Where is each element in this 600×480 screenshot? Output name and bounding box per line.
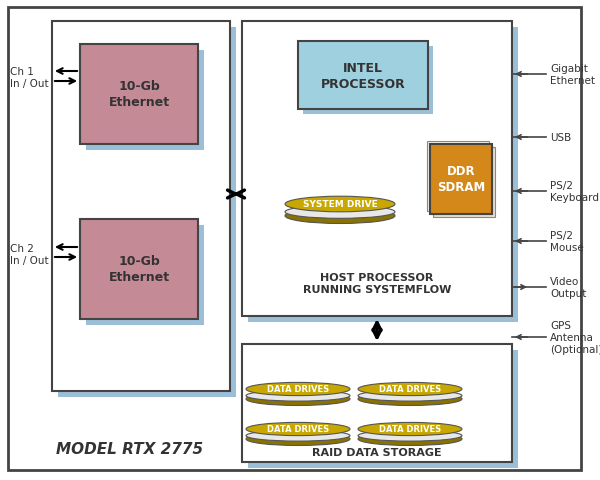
Text: DATA DRIVES: DATA DRIVES — [267, 425, 329, 433]
Ellipse shape — [285, 197, 395, 212]
Text: HOST PROCESSOR
RUNNING SYSTEMFLOW: HOST PROCESSOR RUNNING SYSTEMFLOW — [303, 273, 451, 294]
Text: 10-Gb
Ethernet: 10-Gb Ethernet — [109, 255, 170, 284]
Bar — [430, 144, 492, 215]
Bar — [248, 350, 518, 468]
Ellipse shape — [358, 383, 462, 396]
Text: GPS
Antenna
(Optional): GPS Antenna (Optional) — [550, 321, 600, 354]
Bar — [433, 148, 495, 217]
Ellipse shape — [246, 393, 350, 406]
Ellipse shape — [285, 206, 395, 219]
Bar — [303, 47, 433, 115]
Bar — [242, 344, 512, 462]
Text: DDR
SDRAM: DDR SDRAM — [437, 165, 485, 194]
Bar — [86, 226, 204, 325]
Text: 10-Gb
Ethernet: 10-Gb Ethernet — [109, 80, 170, 109]
Bar — [298, 42, 428, 110]
Text: USB: USB — [550, 133, 571, 143]
Ellipse shape — [358, 422, 462, 436]
Ellipse shape — [358, 432, 462, 445]
Bar — [80, 45, 198, 144]
Ellipse shape — [358, 393, 462, 406]
Text: SYSTEM DRIVE: SYSTEM DRIVE — [302, 200, 377, 209]
Ellipse shape — [246, 383, 350, 396]
Ellipse shape — [358, 430, 462, 441]
Bar — [86, 51, 204, 151]
Ellipse shape — [246, 430, 350, 441]
Text: DATA DRIVES: DATA DRIVES — [379, 425, 441, 433]
Text: PS/2
Keyboard: PS/2 Keyboard — [550, 181, 599, 203]
Bar — [242, 22, 512, 316]
Ellipse shape — [358, 390, 462, 401]
Text: PS/2
Mouse: PS/2 Mouse — [550, 231, 584, 252]
Bar — [52, 22, 230, 391]
Ellipse shape — [285, 208, 395, 224]
Text: Gigabit
Ethernet: Gigabit Ethernet — [550, 64, 595, 85]
Bar — [430, 144, 492, 215]
Text: DATA DRIVES: DATA DRIVES — [267, 384, 329, 394]
Bar — [80, 219, 198, 319]
Ellipse shape — [246, 422, 350, 436]
Text: DATA DRIVES: DATA DRIVES — [379, 384, 441, 394]
Bar — [248, 28, 518, 323]
Bar — [427, 142, 489, 212]
Text: Ch 1
In / Out: Ch 1 In / Out — [10, 67, 49, 89]
Bar — [58, 28, 236, 397]
Ellipse shape — [246, 390, 350, 401]
Text: MODEL RTX 2775: MODEL RTX 2775 — [56, 442, 203, 456]
Text: Video
Output: Video Output — [550, 276, 586, 298]
Ellipse shape — [246, 432, 350, 445]
Text: RAID DATA STORAGE: RAID DATA STORAGE — [312, 447, 442, 457]
Text: Ch 2
In / Out: Ch 2 In / Out — [10, 244, 49, 265]
Text: INTEL
PROCESSOR: INTEL PROCESSOR — [320, 61, 406, 90]
